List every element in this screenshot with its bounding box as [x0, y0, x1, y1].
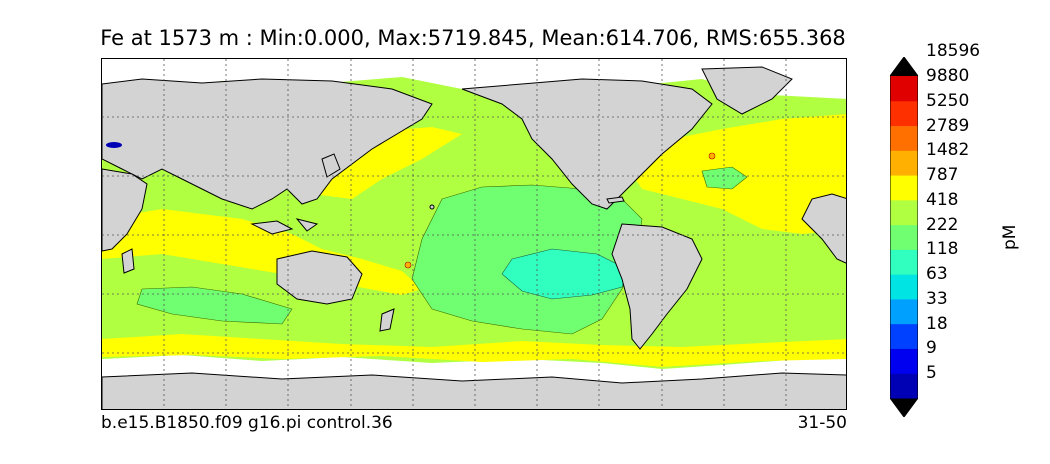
colorbar-segment	[890, 274, 918, 300]
colorbar-extend-min	[890, 398, 918, 417]
colorbar-tick-label: 5250	[926, 90, 970, 111]
colorbar-segment	[890, 224, 918, 250]
map-title: Fe at 1573 m : Min:0.000, Max:5719.845, …	[100, 26, 846, 50]
southern-ocean-787	[102, 334, 846, 367]
colorbar-segment	[890, 125, 918, 151]
australia	[276, 250, 363, 305]
caribbean	[606, 196, 625, 204]
colorbar-tick-label: 222	[926, 214, 959, 235]
colorbar-units: pM	[1000, 224, 1020, 250]
hawaii	[429, 204, 435, 210]
colorbar-tick-label: 63	[926, 264, 948, 285]
hotspot-1	[404, 261, 412, 269]
colorbar-tick-label: 5	[926, 363, 937, 384]
colorbar-tick-label: 118	[926, 239, 959, 260]
run-name: b.e15.B1850.f09 g16.pi control.36	[101, 413, 393, 433]
colorbar-segment	[890, 298, 918, 325]
colorbar-segment	[890, 100, 918, 127]
colorbar-segment	[890, 76, 918, 102]
pacific-118	[501, 248, 628, 300]
year-range: 31-50	[797, 413, 847, 433]
colorbar-segment	[890, 373, 918, 399]
colorbar-tick-label: 1482	[926, 140, 970, 161]
colorbar-tick-label: 33	[926, 288, 948, 309]
colorbar-tick-label: 18596	[926, 41, 981, 62]
indonesia-1	[250, 220, 294, 235]
madagascar	[121, 248, 135, 274]
japan	[321, 153, 341, 178]
colorbar-segment	[890, 249, 918, 275]
greenland	[701, 66, 793, 115]
colorbar-tick-label: 418	[926, 189, 959, 210]
colorbar-segment	[890, 199, 918, 226]
colorbar-tick-label: 9	[926, 338, 937, 359]
colorbar-tick-label: 18	[926, 313, 948, 334]
colorbar-segment	[890, 323, 918, 349]
graticule	[102, 59, 846, 409]
north-america	[461, 78, 713, 210]
colorbar	[890, 57, 918, 417]
africa-west	[801, 193, 846, 264]
colorbar-tick-label: 787	[926, 165, 959, 186]
indonesia-2	[295, 218, 319, 232]
colorbar-extend-max	[890, 57, 918, 76]
colorbar-tick-label: 9880	[926, 66, 970, 86]
colorbar-segment	[890, 348, 918, 374]
africa-east	[102, 168, 148, 252]
colorbar-tick-label: 2789	[926, 115, 970, 136]
new-zealand	[379, 308, 395, 332]
indian-south-222	[136, 286, 293, 325]
eurasia	[102, 78, 433, 210]
caspian-low	[106, 142, 122, 148]
south-america	[611, 223, 703, 350]
hotspot-2	[708, 152, 716, 160]
map-canvas	[102, 59, 846, 409]
map-panel	[101, 58, 847, 410]
atlantic-222	[701, 166, 748, 190]
arctic-missing	[102, 59, 846, 99]
colorbar-segment	[890, 175, 918, 201]
colorbar-segment	[890, 150, 918, 176]
